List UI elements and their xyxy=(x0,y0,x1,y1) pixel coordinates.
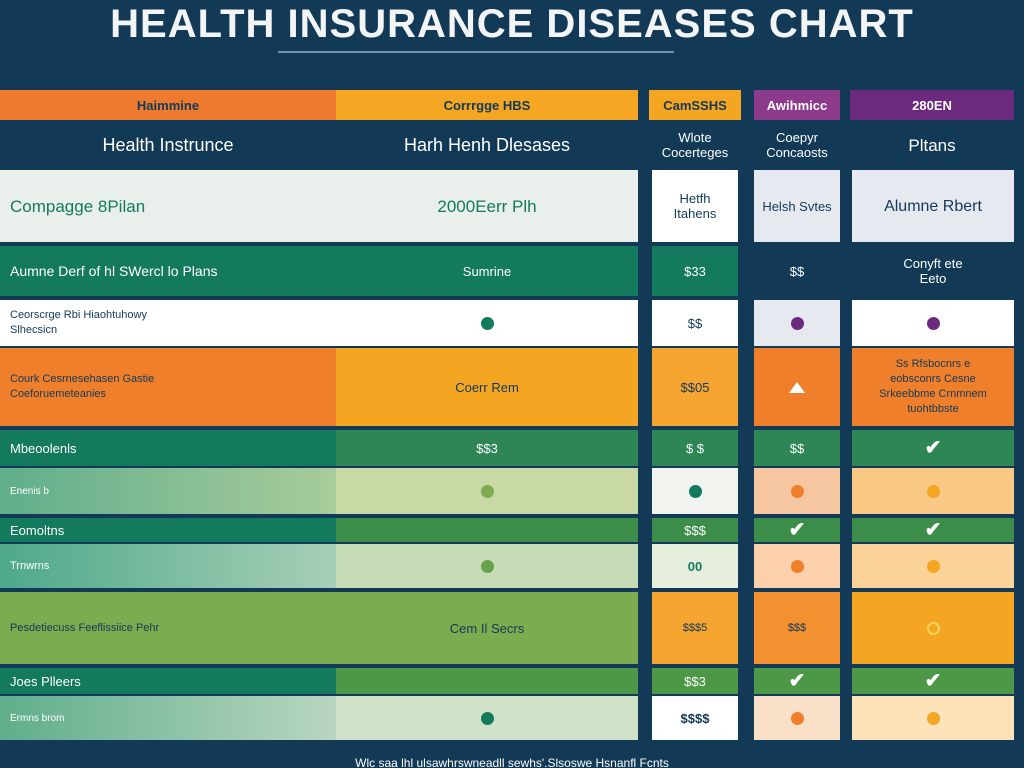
page-title: HEALTH INSURANCE DISEASES CHART xyxy=(110,2,914,46)
check-mark-icon: ✔ xyxy=(924,437,942,459)
row9-col-5 xyxy=(852,592,1014,664)
warning-triangle-icon xyxy=(789,381,805,393)
row11-col-3: $$$$ xyxy=(652,696,738,740)
circle-marker-icon xyxy=(480,711,494,725)
row1-col-3: Hetfh Itahens xyxy=(652,170,738,242)
row9-label: Pesdetiecuss Feeflissiice Pehr xyxy=(0,592,336,664)
row1-label: Compagge 8Pilan xyxy=(0,170,336,242)
circle-marker-icon xyxy=(480,484,494,498)
row7-label: Eomoltns xyxy=(0,518,336,542)
row8-label: Trnwrns xyxy=(0,544,336,588)
row10-col-3: $$3 xyxy=(652,668,738,694)
row7-col-3: $$$ xyxy=(652,518,738,542)
row11-col-4 xyxy=(754,696,840,740)
row6-col-2 xyxy=(336,468,638,514)
top-bar-cell-4: Awihmicc xyxy=(754,90,840,120)
row4-col-5: Ss Rfsbocnrs e eobsconrs Cesne Srkeebbme… xyxy=(852,348,1014,426)
row8-col-3: 00 xyxy=(652,544,738,588)
check-mark-icon: ✔ xyxy=(924,519,942,541)
row5-col-2: $$3 xyxy=(336,430,638,466)
row1-col-4: Helsh Svtes xyxy=(754,170,840,242)
row5-col-5: ✔ xyxy=(852,430,1014,466)
row2-col-4: $$ xyxy=(789,263,805,279)
circle-marker-icon xyxy=(480,559,494,573)
row9-col-2: Cem Il Secrs xyxy=(336,592,638,664)
circle-marker-icon xyxy=(480,316,494,330)
row4-col-2: Coerr Rem xyxy=(336,348,638,426)
row2-col-3: $33 xyxy=(652,246,738,296)
row9-col-4: $$$ xyxy=(754,592,840,664)
row8-col-4 xyxy=(754,544,840,588)
row10-label: Joes Plleers xyxy=(0,668,336,694)
circle-marker-icon xyxy=(926,711,940,725)
row3-col-5 xyxy=(852,300,1014,346)
row6-col-5 xyxy=(852,468,1014,514)
row1-col-5: Alumne Rbert xyxy=(852,170,1014,242)
header-col-2: Harh Henh Dlesases xyxy=(403,134,571,155)
header-col-4: Coepyr Concaosts xyxy=(766,130,828,160)
row7-col-4: ✔ xyxy=(754,518,840,542)
circle-marker-icon xyxy=(926,316,940,330)
circle-marker-icon xyxy=(790,316,804,330)
row3-col-3: $$ xyxy=(652,300,738,346)
header-col-5: Pltans xyxy=(908,135,956,155)
row11-col-5 xyxy=(852,696,1014,740)
check-mark-icon: ✔ xyxy=(924,670,942,692)
check-mark-icon: ✔ xyxy=(788,670,806,692)
row2-col-5: Conyft ete Eeto xyxy=(903,256,963,286)
row10-col-2 xyxy=(336,668,638,694)
row10-col-4: ✔ xyxy=(754,668,840,694)
row7-col-5: ✔ xyxy=(852,518,1014,542)
row3-col-2 xyxy=(336,300,638,346)
row7-col-2 xyxy=(336,518,638,542)
row6-col-4 xyxy=(754,468,840,514)
row2-label: Aumne Derf of hl SWercl lo Plans xyxy=(0,246,336,296)
circle-marker-icon xyxy=(688,484,702,498)
row4-label: Courk Cesrnesehasen Gastie Coeforuemetea… xyxy=(0,348,336,426)
circle-marker-icon xyxy=(790,711,804,725)
row11-label: Ermns brom xyxy=(0,696,336,740)
top-bar-cell-3: CamSSHS xyxy=(649,90,741,120)
row9-col-3: $$$5 xyxy=(652,592,738,664)
footer-note: Wlc saa lhl ulsawhrswneadll sewhs'.Slsos… xyxy=(355,756,669,768)
circle-marker-icon xyxy=(926,621,940,635)
title-underline xyxy=(278,51,674,53)
row2-col-2: Sumrine xyxy=(336,246,638,296)
circle-marker-icon xyxy=(926,484,940,498)
row3-col-4 xyxy=(754,300,840,346)
top-bar-cell-2: Corrrgge HBS xyxy=(336,90,638,120)
row4-col-3: $$05 xyxy=(652,348,738,426)
circle-marker-icon xyxy=(790,484,804,498)
row10-col-5: ✔ xyxy=(852,668,1014,694)
row8-col-2 xyxy=(336,544,638,588)
row5-col-4: $$ xyxy=(754,430,840,466)
row11-col-2 xyxy=(336,696,638,740)
row5-col-3: $ $ xyxy=(652,430,738,466)
row3-label: Ceorscrge Rbi Hiaohtuhowy Slhecsicn xyxy=(0,300,336,346)
row1-col-2: 2000Eerr Plh xyxy=(336,170,638,242)
top-bar-cell-5: 280EN xyxy=(850,90,1014,120)
header-col-1: Health Instrunce xyxy=(102,134,234,155)
row8-col-5 xyxy=(852,544,1014,588)
circle-marker-icon xyxy=(790,559,804,573)
row4-col-4 xyxy=(754,348,840,426)
circle-marker-icon xyxy=(926,559,940,573)
top-bar-cell-1: Haimmine xyxy=(0,90,336,120)
row5-label: Mbeoolenls xyxy=(0,430,336,466)
header-col-3: Wlote Cocerteges xyxy=(661,130,729,160)
row6-col-3 xyxy=(652,468,738,514)
row6-label: Enenis b xyxy=(0,468,336,514)
check-mark-icon: ✔ xyxy=(788,519,806,541)
